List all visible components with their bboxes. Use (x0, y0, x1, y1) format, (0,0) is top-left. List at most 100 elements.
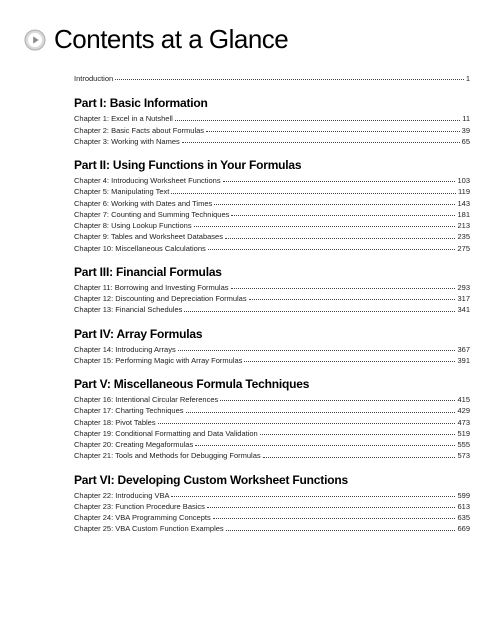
chapter-page: 635 (457, 512, 470, 523)
chapter-row: Chapter 17: Charting Techniques429 (74, 405, 470, 416)
leader-dots (231, 215, 455, 216)
chapter-page: 293 (457, 282, 470, 293)
chapter-page: 235 (457, 231, 470, 242)
intro-row: Introduction 1 (74, 73, 470, 84)
leader-dots (158, 423, 456, 424)
chapter-row: Chapter 13: Financial Schedules341 (74, 304, 470, 315)
intro-label: Introduction (74, 73, 113, 84)
chapter-row: Chapter 3: Working with Names 65 (74, 136, 470, 147)
chapter-label: Chapter 24: VBA Programming Concepts (74, 512, 211, 523)
chapter-label: Chapter 7: Counting and Summing Techniqu… (74, 209, 229, 220)
chapters-list: Chapter 1: Excel in a Nutshell11Chapter … (74, 113, 470, 147)
chapter-page: 143 (457, 198, 470, 209)
chapter-label: Chapter 3: Working with Names (74, 136, 180, 147)
chapter-page: 573 (457, 450, 470, 461)
chapter-label: Chapter 2: Basic Facts about Formulas (74, 125, 204, 136)
chapter-row: Chapter 12: Discounting and Depreciation… (74, 293, 470, 304)
leader-dots (231, 288, 456, 289)
chapter-page: 181 (457, 209, 470, 220)
chapter-row: Chapter 21: Tools and Methods for Debugg… (74, 450, 470, 461)
chapter-page: 669 (457, 523, 470, 534)
title-row: Contents at a Glance (24, 24, 470, 55)
chapter-label: Chapter 6: Working with Dates and Times (74, 198, 212, 209)
parts-container: Part I: Basic InformationChapter 1: Exce… (74, 96, 470, 534)
part-block: Part IV: Array Formulas Chapter 14: Intro… (74, 327, 470, 367)
chapters-list: Chapter 14: Introducing Arrays367Chapter… (74, 344, 470, 367)
part-title: Part VI: Developing Custom Worksheet Fun… (74, 473, 470, 487)
chapter-label: Chapter 1: Excel in a Nutshell (74, 113, 173, 124)
chapter-row: Chapter 18: Pivot Tables 473 (74, 417, 470, 428)
chapter-page: 275 (457, 243, 470, 254)
chapter-label: Chapter 10: Miscellaneous Calculations (74, 243, 206, 254)
part-title: Part V: Miscellaneous Formula Techniques (74, 377, 470, 391)
chapter-label: Chapter 21: Tools and Methods for Debugg… (74, 450, 261, 461)
chapter-label: Chapter 15: Performing Magic with Array … (74, 355, 242, 366)
leader-dots (213, 518, 456, 519)
leader-dots (208, 249, 456, 250)
chapter-label: Chapter 22: Introducing VBA (74, 490, 169, 501)
chapter-label: Chapter 23: Function Procedure Basics (74, 501, 205, 512)
chapter-label: Chapter 4: Introducing Worksheet Functio… (74, 175, 221, 186)
chapters-list: Chapter 11: Borrowing and Investing Form… (74, 282, 470, 316)
leader-dots (207, 507, 456, 508)
leader-dots (226, 530, 456, 531)
leader-dots (186, 412, 456, 413)
part-block: Part III: Financial Formulas Chapter 11: … (74, 265, 470, 316)
chapter-page: 391 (457, 355, 470, 366)
leader-dots (220, 400, 455, 401)
part-block: Part II: Using Functions in Your Formula… (74, 158, 470, 254)
chapter-label: Chapter 13: Financial Schedules (74, 304, 182, 315)
chapter-page: 39 (462, 125, 470, 136)
chapter-row: Chapter 5: Manipulating Text119 (74, 186, 470, 197)
chapter-page: 213 (457, 220, 470, 231)
chapter-label: Chapter 19: Conditional Formatting and D… (74, 428, 258, 439)
chapter-row: Chapter 4: Introducing Worksheet Functio… (74, 175, 470, 186)
page-title: Contents at a Glance (54, 24, 288, 55)
chapter-row: Chapter 14: Introducing Arrays367 (74, 344, 470, 355)
part-block: Part V: Miscellaneous Formula Techniques… (74, 377, 470, 462)
leader-dots (184, 311, 455, 312)
intro-page: 1 (466, 73, 470, 84)
chapter-page: 473 (457, 417, 470, 428)
chapter-page: 11 (462, 113, 470, 124)
chapter-label: Chapter 18: Pivot Tables (74, 417, 156, 428)
chapters-list: Chapter 22: Introducing VBA 599 Chapter 23… (74, 490, 470, 535)
chapter-row: Chapter 15: Performing Magic with Array … (74, 355, 470, 366)
leader-dots (171, 496, 455, 497)
chapter-page: 555 (457, 439, 470, 450)
leader-dots (175, 120, 460, 121)
chapter-row: Chapter 25: VBA Custom Function Examples… (74, 523, 470, 534)
play-icon (24, 29, 46, 51)
part-title: Part IV: Array Formulas (74, 327, 470, 341)
leader-dots (194, 226, 456, 227)
chapter-row: Chapter 20: Creating Megaformulas 555 (74, 439, 470, 450)
leader-dots (225, 238, 456, 239)
chapters-list: Chapter 4: Introducing Worksheet Functio… (74, 175, 470, 254)
chapter-page: 415 (457, 394, 470, 405)
chapter-page: 317 (457, 293, 470, 304)
chapter-row: Chapter 1: Excel in a Nutshell 11 (74, 113, 470, 124)
chapter-row: Chapter 2: Basic Facts about Formulas 39 (74, 125, 470, 136)
part-title: Part III: Financial Formulas (74, 265, 470, 279)
chapter-row: Chapter 10: Miscellaneous Calculations 27… (74, 243, 470, 254)
chapter-page: 599 (457, 490, 470, 501)
part-block: Part I: Basic InformationChapter 1: Exce… (74, 96, 470, 147)
chapter-page: 429 (457, 405, 470, 416)
leader-dots (244, 361, 455, 362)
chapter-page: 367 (457, 344, 470, 355)
leader-dots (171, 193, 456, 194)
chapter-label: Chapter 12: Discounting and Depreciation… (74, 293, 247, 304)
leader-dots (206, 131, 460, 132)
chapter-label: Chapter 20: Creating Megaformulas (74, 439, 193, 450)
leader-dots (249, 299, 456, 300)
chapter-page: 65 (462, 136, 470, 147)
leader-dots (182, 142, 460, 143)
chapter-row: Chapter 6: Working with Dates and Times 1… (74, 198, 470, 209)
chapter-label: Chapter 16: Intentional Circular Referen… (74, 394, 218, 405)
leader-dots (263, 457, 456, 458)
part-block: Part VI: Developing Custom Worksheet Fun… (74, 473, 470, 535)
chapters-list: Chapter 16: Intentional Circular Referen… (74, 394, 470, 462)
chapter-label: Chapter 5: Manipulating Text (74, 186, 169, 197)
chapter-page: 103 (457, 175, 470, 186)
chapter-row: Chapter 19: Conditional Formatting and D… (74, 428, 470, 439)
